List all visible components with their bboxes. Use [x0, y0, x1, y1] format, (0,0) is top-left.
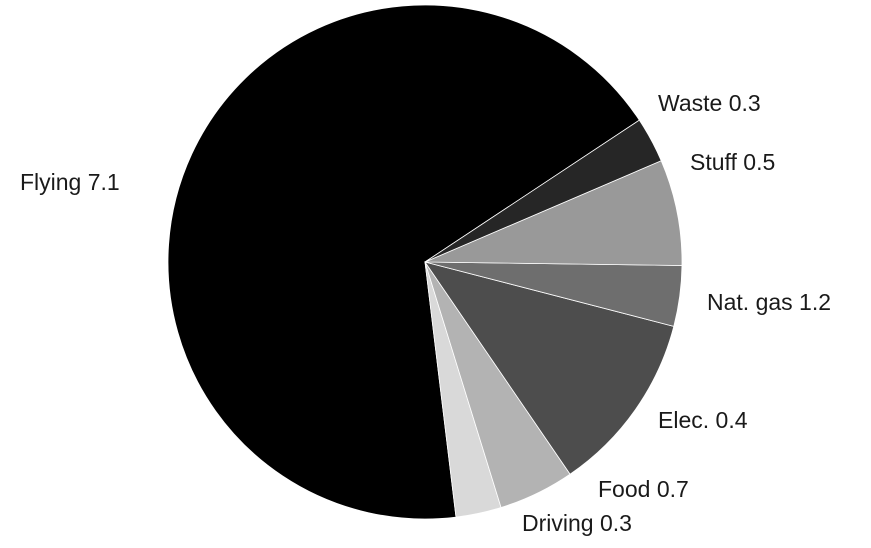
label-elec: Elec. 0.4 — [658, 407, 748, 433]
label-nat-gas: Nat. gas 1.2 — [707, 289, 831, 315]
pie-labels: Flying 7.1 Waste 0.3 Stuff 0.5 Nat. gas … — [20, 90, 831, 536]
label-flying: Flying 7.1 — [20, 169, 120, 195]
label-stuff: Stuff 0.5 — [690, 149, 775, 175]
slice-food — [424, 160, 683, 266]
slice-nat-gas — [424, 261, 675, 475]
slice-flying — [167, 4, 640, 520]
label-driving: Driving 0.3 — [522, 510, 632, 536]
slice-driving — [424, 119, 662, 263]
pie-slices — [167, 4, 683, 520]
label-waste: Waste 0.3 — [658, 90, 761, 116]
label-food: Food 0.7 — [598, 476, 689, 502]
